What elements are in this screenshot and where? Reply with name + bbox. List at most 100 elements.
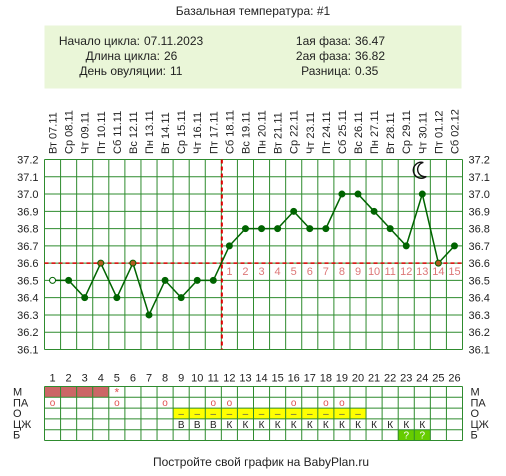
mucus-mark: – xyxy=(291,409,297,420)
menses-cell xyxy=(60,386,77,398)
mucus-mark: – xyxy=(243,409,249,420)
temperature-point xyxy=(354,190,362,198)
menses-cell xyxy=(92,386,109,398)
mucus-cell xyxy=(333,408,350,419)
temperature-point xyxy=(145,311,153,319)
phase2-day-number: 2 xyxy=(242,266,248,278)
row-label-left: О xyxy=(13,408,22,420)
date-label: Чт 23.11 xyxy=(305,112,317,154)
temperature-point xyxy=(402,242,410,250)
phase2-day-number: 6 xyxy=(307,266,313,278)
date-label: Сб 02.12 xyxy=(449,109,461,154)
date-label: Вс 26.11 xyxy=(353,111,365,154)
temperature-point xyxy=(418,190,426,198)
temperature-point xyxy=(258,225,266,233)
chart-title: Базальная температура: #1 xyxy=(176,4,331,18)
pa-mark: o xyxy=(227,398,233,409)
cycle-day-number: 11 xyxy=(208,373,219,385)
mucus-mark: – xyxy=(178,409,184,420)
phase2-day-number: 12 xyxy=(400,266,412,278)
phase2-day-numbers: 1 2 3 4 5 6 7 8 9 10 11 12 13 14 15 xyxy=(226,266,460,278)
temperature-point xyxy=(290,207,298,215)
cervix-mark: В xyxy=(178,420,185,431)
phase2-day-number: 7 xyxy=(323,266,329,278)
temperature-point xyxy=(450,242,458,250)
phase2-day-number: 1 xyxy=(226,266,232,278)
mucus-mark: – xyxy=(339,409,345,420)
date-label: Пн 13.11 xyxy=(144,110,156,154)
cervix-mark: К xyxy=(307,420,313,431)
temperature-point xyxy=(386,225,394,233)
phase2-day-number: 11 xyxy=(384,266,395,278)
y-tick-label-right: 37.1 xyxy=(469,172,490,184)
date-label: Пн 27.11 xyxy=(369,110,381,154)
mucus-mark: – xyxy=(323,409,329,420)
mucus-cell xyxy=(349,408,367,419)
date-label: Чт 09.11 xyxy=(80,112,92,154)
phase1-label: 1ая фаза: xyxy=(296,34,351,48)
cervix-mark: К xyxy=(259,420,265,431)
cycle-length-value: 26 xyxy=(164,49,178,63)
y-tick-label-right: 36.8 xyxy=(469,224,490,236)
test-mark: ? xyxy=(420,431,426,442)
y-tick-label-left: 36.9 xyxy=(17,206,38,218)
temperature-point xyxy=(97,259,105,267)
y-tick-label-left: 36.1 xyxy=(17,345,38,357)
temperature-point xyxy=(306,225,314,233)
cervix-mark: К xyxy=(323,420,329,431)
temperature-point xyxy=(113,294,121,302)
cervix-mark: К xyxy=(355,420,361,431)
footer-link[interactable]: Постройте свой график на BabyPlan.ru xyxy=(153,455,369,469)
cycle-day-number: 3 xyxy=(82,373,88,385)
temperature-point xyxy=(65,276,73,284)
date-label: Ср 15.11 xyxy=(176,110,188,154)
mucus-cell xyxy=(269,408,286,419)
y-tick-label-right: 36.3 xyxy=(469,310,490,322)
date-label: Ср 08.11 xyxy=(64,110,76,154)
cycle-day-number: 12 xyxy=(223,373,235,385)
y-tick-label-left: 37.0 xyxy=(17,189,38,201)
y-tick-label-right: 36.1 xyxy=(469,345,490,357)
pa-mark: o xyxy=(323,398,329,409)
row-label-right: ПА xyxy=(471,397,487,409)
mucus-cell xyxy=(221,408,238,419)
cervix-mark: В xyxy=(210,420,217,431)
date-label: Сб 18.11 xyxy=(224,110,236,154)
test-mark: ? xyxy=(403,431,409,442)
pa-mark: o xyxy=(211,398,217,409)
mucus-cell xyxy=(205,408,222,419)
date-label: Пт 10.11 xyxy=(96,111,108,154)
row-label-left: Б xyxy=(13,430,20,442)
cycle-day-number: 15 xyxy=(271,373,283,385)
pa-mark: o xyxy=(114,398,120,409)
temperature-point xyxy=(322,225,330,233)
cycle-day-number: 5 xyxy=(114,373,120,385)
temperature-series xyxy=(49,190,458,319)
date-label: Вт 07.11 xyxy=(48,112,60,154)
temperature-point xyxy=(49,276,57,284)
temperature-point xyxy=(129,259,137,267)
cycle-day-number: 24 xyxy=(416,373,428,385)
y-tick-label-left: 36.2 xyxy=(17,327,38,339)
y-tick-label-left: 36.3 xyxy=(17,310,38,322)
cycle-day-number: 9 xyxy=(178,373,184,385)
phase2-day-number: 9 xyxy=(355,266,361,278)
cycle-day-number: 20 xyxy=(352,373,364,385)
pa-mark: o xyxy=(50,398,56,409)
cycle-length-label: Длина цикла: xyxy=(86,49,160,63)
phase1-value: 36.47 xyxy=(355,34,385,48)
ovulation-day-value: 11 xyxy=(170,64,183,78)
mucus-mark: – xyxy=(259,409,265,420)
phase2-day-number: 8 xyxy=(339,266,345,278)
temperature-point xyxy=(209,276,217,284)
cycle-day-number: 19 xyxy=(336,373,348,385)
crescent-moon-icon xyxy=(412,161,427,179)
date-label: Вс 19.11 xyxy=(240,111,252,154)
y-tick-label-right: 36.2 xyxy=(469,327,490,339)
y-tick-label-left: 36.5 xyxy=(17,275,38,287)
mucus-cell xyxy=(253,408,270,419)
test-cell xyxy=(414,429,431,441)
date-label: Ср 22.11 xyxy=(289,110,301,154)
date-label: Вс 12.11 xyxy=(128,111,140,154)
cycle-day-number: 23 xyxy=(400,373,412,385)
